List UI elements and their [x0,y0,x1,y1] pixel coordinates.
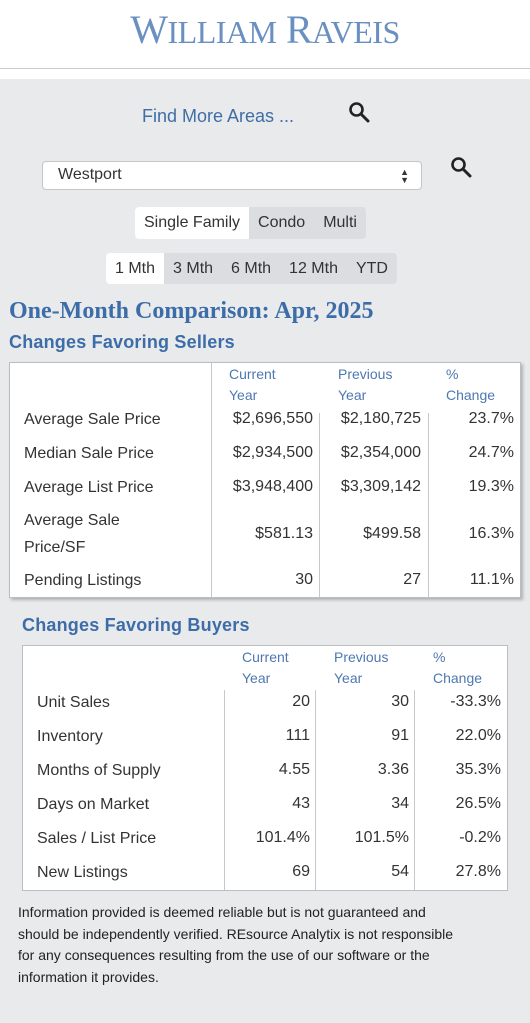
table-cell-previous: 27 [403,571,421,588]
table-cell-previous: 30 [391,693,409,710]
row-label-average-list-price: Average List Price [24,479,154,496]
col-header-current: Current Year [229,366,276,403]
table-cell-change: 23.7% [468,410,514,427]
search-icon[interactable] [348,101,370,123]
table-cell-previous: $2,180,725 [340,410,421,427]
table-cell-current: 20 [292,693,310,710]
row-label-unit-sales: Unit Sales [37,694,110,711]
table-cell-change: 35.3% [455,761,501,778]
disclaimer-text: Information provided is deemed reliable … [18,904,454,985]
table-cell-previous: $3,309,142 [340,478,421,495]
area-select[interactable]: Westport ▲ ▼ [42,161,422,190]
buyers-section-title: Changes Favoring Buyers [22,615,250,635]
table-cell-change: 11.1% [469,571,514,588]
table-cell-current: $2,696,550 [232,410,313,427]
area-select-value: Westport [58,166,122,183]
period-3-mth[interactable]: 3 Mth [173,259,214,277]
table-cell-change: 24.7% [468,444,514,461]
table-cell-change: 19.3% [468,478,514,495]
row-label-average-sale-price-sf: Average Sale Price/SF [24,512,120,556]
row-label-new-listings: New Listings [37,864,128,881]
table-cell-current: 43 [292,795,310,812]
period-ytd[interactable]: YTD [355,259,388,277]
william-raveis-logo[interactable]: WILLIAM RAVEIS [130,7,400,52]
row-label-pending-listings: Pending Listings [24,572,142,589]
sellers-table: Current Year Previous Year % Change Average… [9,362,521,598]
select-arrows-icon: ▲ ▼ [400,167,409,185]
row-label-inventory: Inventory [37,728,103,745]
col-header-change: % Change [433,649,483,686]
table-cell-current: 111 [285,727,310,744]
col-header-change: % Change [446,366,496,403]
property-type-multi[interactable]: Multi [323,214,357,231]
table-cell-previous: 101.5% [354,829,409,846]
table-cell-change: 26.5% [455,795,501,812]
comparison-title: One-Month Comparison: Apr, 2025 [9,298,374,324]
table-cell-current: 30 [295,571,313,588]
table-cell-current: $2,934,500 [232,444,313,461]
col-header-previous: Previous Year [338,366,393,403]
row-label-median-sale-price: Median Sale Price [24,445,154,462]
row-label-days-on-market: Days on Market [37,796,150,813]
buyers-table: Current Year Previous Year % Change Unit Sa… [22,645,508,891]
property-type-selector: Single Family Condo Multi [135,207,366,239]
table-cell-previous: 91 [391,727,409,744]
table-cell-current: $3,948,400 [232,478,313,495]
row-label-sales-list-price: Sales / List Price [37,830,157,847]
table-cell-change: -0.2% [459,829,501,846]
table-cell-previous: 54 [391,863,409,880]
col-header-current: Current Year [242,649,289,686]
period-12-mth[interactable]: 12 Mth [289,259,338,277]
table-cell-previous: 3.36 [377,761,409,778]
property-type-single-family[interactable]: Single Family [135,207,250,239]
period-6-mth[interactable]: 6 Mth [231,259,272,277]
table-cell-change: 16.3% [468,525,514,542]
property-type-condo[interactable]: Condo [258,214,306,231]
table-cell-previous: $2,354,000 [340,444,421,461]
table-cell-current: 101.4% [255,829,310,846]
table-cell-current: 69 [292,863,310,880]
table-cell-previous: $499.58 [363,525,421,542]
table-cell-current: $581.13 [255,525,313,542]
table-cell-change: -33.3% [450,693,501,710]
table-cell-previous: 34 [391,795,409,812]
row-label-months-of-supply: Months of Supply [37,762,161,779]
table-cell-current: 4.55 [278,761,310,778]
row-label-average-sale-price: Average Sale Price [24,411,161,428]
period-selector: 1 Mth 3 Mth 6 Mth 12 Mth YTD [106,253,397,284]
search-icon[interactable] [450,156,472,178]
table-cell-change: 22.0% [455,727,501,744]
find-more-areas-link[interactable]: Find More Areas ... [142,106,295,126]
col-header-previous: Previous Year [334,649,389,686]
table-cell-change: 27.8% [455,863,501,880]
period-1-mth[interactable]: 1 Mth [106,253,165,284]
header-spacer [0,69,530,79]
site-header: WILLIAM RAVEIS [0,0,530,69]
sellers-section-title: Changes Favoring Sellers [9,332,235,352]
